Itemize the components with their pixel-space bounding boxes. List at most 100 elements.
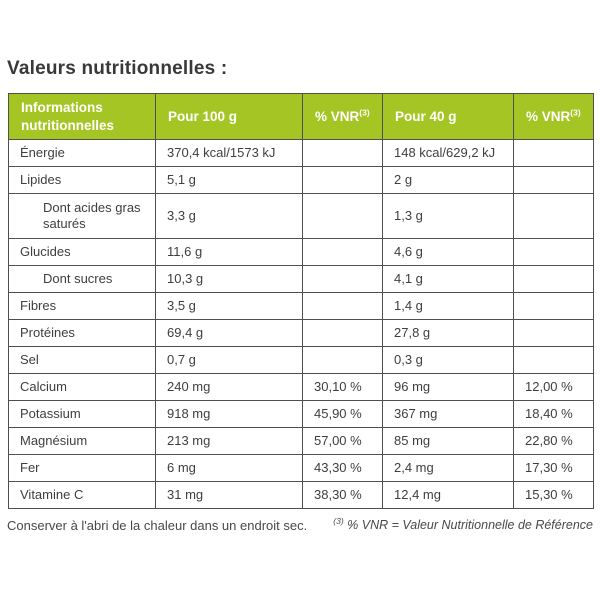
vnr-40g-value-cell: 22,80 %	[513, 427, 594, 455]
vnr-100g-value-cell	[302, 193, 383, 239]
table-row: Calcium 240 mg 30,10 % 96 mg 12,00 %	[8, 373, 594, 401]
vnr-40g-value-cell	[513, 346, 594, 374]
per-40g-value-cell: 4,6 g	[382, 238, 514, 266]
vnr-100g-value-cell: 45,90 %	[302, 400, 383, 428]
footer: Conserver à l'abri de la chaleur dans un…	[7, 515, 593, 533]
table-row: Énergie 370,4 kcal/1573 kJ 148 kcal/629,…	[8, 139, 594, 167]
header-label-informations: Informations nutritionnelles	[21, 99, 115, 133]
per-40g-value-cell: 85 mg	[382, 427, 514, 455]
vnr-40g-value-cell: 17,30 %	[513, 454, 594, 482]
table-row: Glucides 11,6 g 4,6 g	[8, 238, 594, 266]
vnr-40g-value-cell: 15,30 %	[513, 481, 594, 509]
vnr-40g-value-cell	[513, 166, 594, 194]
nutrient-label-cell: Fer	[8, 454, 156, 482]
per-100g-value-cell: 10,3 g	[155, 265, 303, 293]
per-100g-value-cell: 5,1 g	[155, 166, 303, 194]
nutrient-label-cell: Énergie	[8, 139, 156, 167]
header-cell-vnr-100g: % VNR(3)	[302, 93, 383, 140]
nutrient-label-cell: Fibres	[8, 292, 156, 320]
footnote-ref-superscript: (3)	[359, 107, 370, 118]
per-40g-value-cell: 2,4 mg	[382, 454, 514, 482]
per-40g-value-cell: 1,3 g	[382, 193, 514, 239]
vnr-40g-value-cell	[513, 265, 594, 293]
nutrient-label-cell: Calcium	[8, 373, 156, 401]
vnr-40g-value-cell	[513, 193, 594, 239]
table-row: Magnésium 213 mg 57,00 % 85 mg 22,80 %	[8, 427, 594, 455]
per-100g-value-cell: 240 mg	[155, 373, 303, 401]
vnr-100g-value-cell: 38,30 %	[302, 481, 383, 509]
table-row: Protéines 69,4 g 27,8 g	[8, 319, 594, 347]
nutrient-label-cell: Glucides	[8, 238, 156, 266]
per-100g-value-cell: 11,6 g	[155, 238, 303, 266]
vnr-100g-value-cell: 43,30 %	[302, 454, 383, 482]
vnr-100g-value-cell: 30,10 %	[302, 373, 383, 401]
per-40g-value-cell: 148 kcal/629,2 kJ	[382, 139, 514, 167]
vnr-100g-value-cell	[302, 319, 383, 347]
nutrient-label-cell: Dont sucres	[8, 265, 156, 293]
header-cell-per-40g: Pour 40 g	[382, 93, 514, 140]
per-40g-value-cell: 12,4 mg	[382, 481, 514, 509]
per-40g-value-cell: 27,8 g	[382, 319, 514, 347]
per-40g-value-cell: 2 g	[382, 166, 514, 194]
per-100g-value-cell: 6 mg	[155, 454, 303, 482]
table-row: Fibres 3,5 g 1,4 g	[8, 292, 594, 320]
header-cell-informations: Informations nutritionnelles	[8, 93, 156, 140]
table-row: Sel 0,7 g 0,3 g	[8, 346, 594, 374]
footnote-number-superscript: (3)	[333, 515, 344, 526]
vnr-100g-value-cell	[302, 292, 383, 320]
per-40g-value-cell: 0,3 g	[382, 346, 514, 374]
table-row: Lipides 5,1 g 2 g	[8, 166, 594, 194]
table-row: Dont sucres 10,3 g 4,1 g	[8, 265, 594, 293]
per-100g-value-cell: 3,3 g	[155, 193, 303, 239]
header-cell-per-100g: Pour 100 g	[155, 93, 303, 140]
nutrition-table-body: Énergie 370,4 kcal/1573 kJ 148 kcal/629,…	[8, 139, 594, 509]
vnr-100g-value-cell	[302, 238, 383, 266]
table-row: Potassium 918 mg 45,90 % 367 mg 18,40 %	[8, 400, 594, 428]
header-label-per-100g: Pour 100 g	[168, 108, 238, 124]
header-cell-vnr-40g: % VNR(3)	[513, 93, 594, 140]
nutrient-label-cell: Potassium	[8, 400, 156, 428]
vnr-40g-value-cell: 12,00 %	[513, 373, 594, 401]
per-40g-value-cell: 367 mg	[382, 400, 514, 428]
vnr-40g-value-cell	[513, 139, 594, 167]
header-label-per-40g: Pour 40 g	[395, 108, 457, 124]
per-100g-value-cell: 3,5 g	[155, 292, 303, 320]
nutrient-label-cell: Dont acides gras saturés	[8, 193, 156, 239]
vnr-100g-value-cell	[302, 139, 383, 167]
vnr-100g-value-cell	[302, 265, 383, 293]
page-title: Valeurs nutritionnelles :	[7, 58, 228, 79]
per-100g-value-cell: 0,7 g	[155, 346, 303, 374]
vnr-40g-value-cell: 18,40 %	[513, 400, 594, 428]
per-100g-value-cell: 918 mg	[155, 400, 303, 428]
nutrition-table: Informations nutritionnelles Pour 100 g …	[8, 93, 594, 509]
vnr-40g-value-cell	[513, 238, 594, 266]
nutrient-label-cell: Sel	[8, 346, 156, 374]
per-100g-value-cell: 370,4 kcal/1573 kJ	[155, 139, 303, 167]
table-row: Vitamine C 31 mg 38,30 % 12,4 mg 15,30 %	[8, 481, 594, 509]
per-40g-value-cell: 1,4 g	[382, 292, 514, 320]
per-40g-value-cell: 4,1 g	[382, 265, 514, 293]
vnr-100g-value-cell: 57,00 %	[302, 427, 383, 455]
vnr-100g-value-cell	[302, 346, 383, 374]
nutrient-label-cell: Magnésium	[8, 427, 156, 455]
footnote-text: % VNR = Valeur Nutritionnelle de Référen…	[347, 518, 593, 532]
per-100g-value-cell: 213 mg	[155, 427, 303, 455]
table-header-row: Informations nutritionnelles Pour 100 g …	[8, 93, 594, 140]
table-row: Dont acides gras saturés 3,3 g 1,3 g	[8, 193, 594, 239]
nutrient-label-cell: Protéines	[8, 319, 156, 347]
nutrient-label-cell: Vitamine C	[8, 481, 156, 509]
footnote-ref-superscript: (3)	[570, 107, 581, 118]
nutrient-label-cell: Lipides	[8, 166, 156, 194]
vnr-100g-value-cell	[302, 166, 383, 194]
vnr-40g-value-cell	[513, 292, 594, 320]
header-label-vnr: % VNR	[526, 108, 571, 124]
per-100g-value-cell: 31 mg	[155, 481, 303, 509]
vnr-40g-value-cell	[513, 319, 594, 347]
vnr-footnote: (3) % VNR = Valeur Nutritionnelle de Réf…	[333, 515, 593, 532]
per-100g-value-cell: 69,4 g	[155, 319, 303, 347]
header-label-vnr: % VNR	[315, 108, 360, 124]
storage-note: Conserver à l'abri de la chaleur dans un…	[7, 518, 308, 533]
per-40g-value-cell: 96 mg	[382, 373, 514, 401]
table-row: Fer 6 mg 43,30 % 2,4 mg 17,30 %	[8, 454, 594, 482]
